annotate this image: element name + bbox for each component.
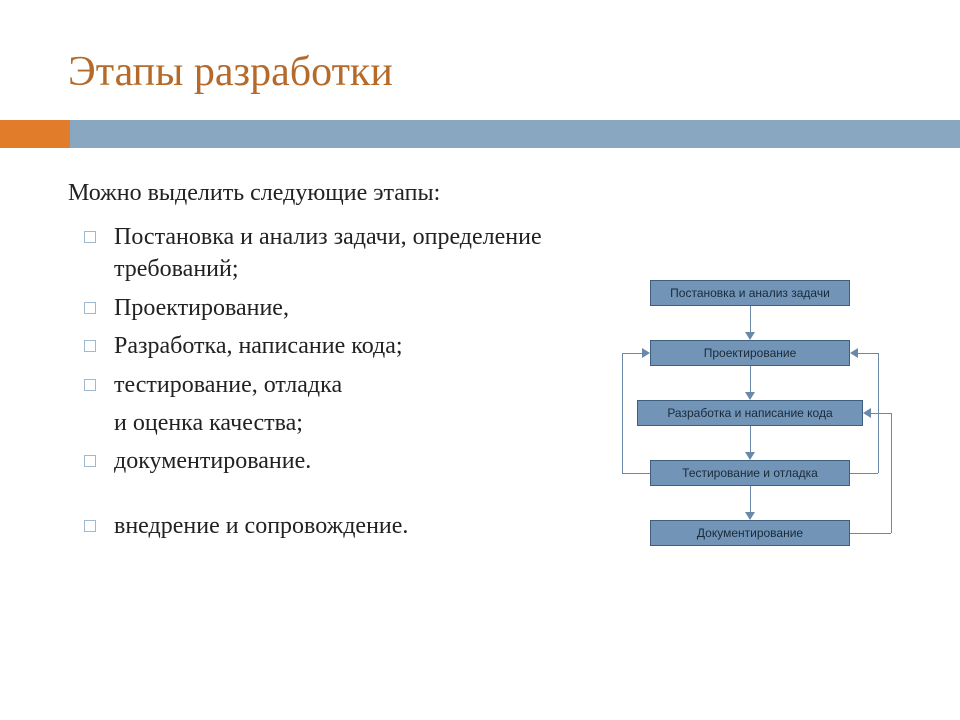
bullet-text: внедрение и сопровождение. <box>114 510 578 542</box>
bullet-item: внедрение и сопровождение. <box>68 510 578 542</box>
bullet-continuation: и оценка качества; <box>114 407 578 439</box>
bullet-marker-icon <box>84 520 96 532</box>
flowchart-arrow <box>750 366 751 392</box>
bullet-text: Разработка, написание кода; <box>114 330 578 362</box>
flowchart-node: Проектирование <box>650 340 850 366</box>
bullet-item: Проектирование, <box>68 292 578 324</box>
flowchart-node: Постановка и анализ задачи <box>650 280 850 306</box>
slide-title: Этапы разработки <box>68 48 393 96</box>
flowchart-feedback-edge <box>850 473 878 474</box>
bullet-item: Разработка, написание кода; <box>68 330 578 362</box>
flowchart-feedback-edge <box>622 353 642 354</box>
lead-text: Можно выделить следующие этапы: <box>68 180 578 207</box>
arrow-head-icon <box>745 452 755 460</box>
flowchart-feedback-edge <box>850 533 891 534</box>
flowchart-node: Разработка и написание кода <box>637 400 863 426</box>
flowchart-node: Документирование <box>650 520 850 546</box>
bullet-item: документирование. <box>68 445 578 477</box>
flowchart-arrow <box>750 306 751 332</box>
slide: Этапы разработки Можно выделить следующи… <box>0 0 960 720</box>
bullet-text: Проектирование, <box>114 292 578 324</box>
title-underline <box>0 120 960 148</box>
body-text: Можно выделить следующие этапы: Постанов… <box>68 180 578 548</box>
arrow-head-icon <box>850 348 858 358</box>
arrow-head-icon <box>745 332 755 340</box>
underline-orange <box>0 120 70 148</box>
arrow-head-icon <box>863 408 871 418</box>
bullet-text: Постановка и анализ задачи, определение … <box>114 221 578 286</box>
flowchart-feedback-edge <box>622 353 623 473</box>
arrow-head-icon <box>745 392 755 400</box>
arrow-head-icon <box>745 512 755 520</box>
bullet-item: тестирование, отладка <box>68 369 578 401</box>
underline-blue <box>70 120 960 148</box>
bullet-marker-icon <box>84 455 96 467</box>
flowchart-feedback-edge <box>891 413 892 533</box>
arrow-head-icon <box>642 348 650 358</box>
flowchart-arrow <box>750 486 751 512</box>
bullet-text: документирование. <box>114 445 578 477</box>
flowchart-arrow <box>750 426 751 452</box>
flowchart-feedback-edge <box>622 473 650 474</box>
bullet-item: Постановка и анализ задачи, определение … <box>68 221 578 286</box>
flowchart-feedback-edge <box>858 353 878 354</box>
flowchart-node: Тестирование и отладка <box>650 460 850 486</box>
bullet-marker-icon <box>84 340 96 352</box>
bullet-text: тестирование, отладка <box>114 369 578 401</box>
bullet-marker-icon <box>84 231 96 243</box>
flowchart: Постановка и анализ задачи Проектирование… <box>560 280 940 600</box>
flowchart-feedback-edge <box>871 413 891 414</box>
bullet-marker-icon <box>84 302 96 314</box>
bullet-marker-icon <box>84 379 96 391</box>
